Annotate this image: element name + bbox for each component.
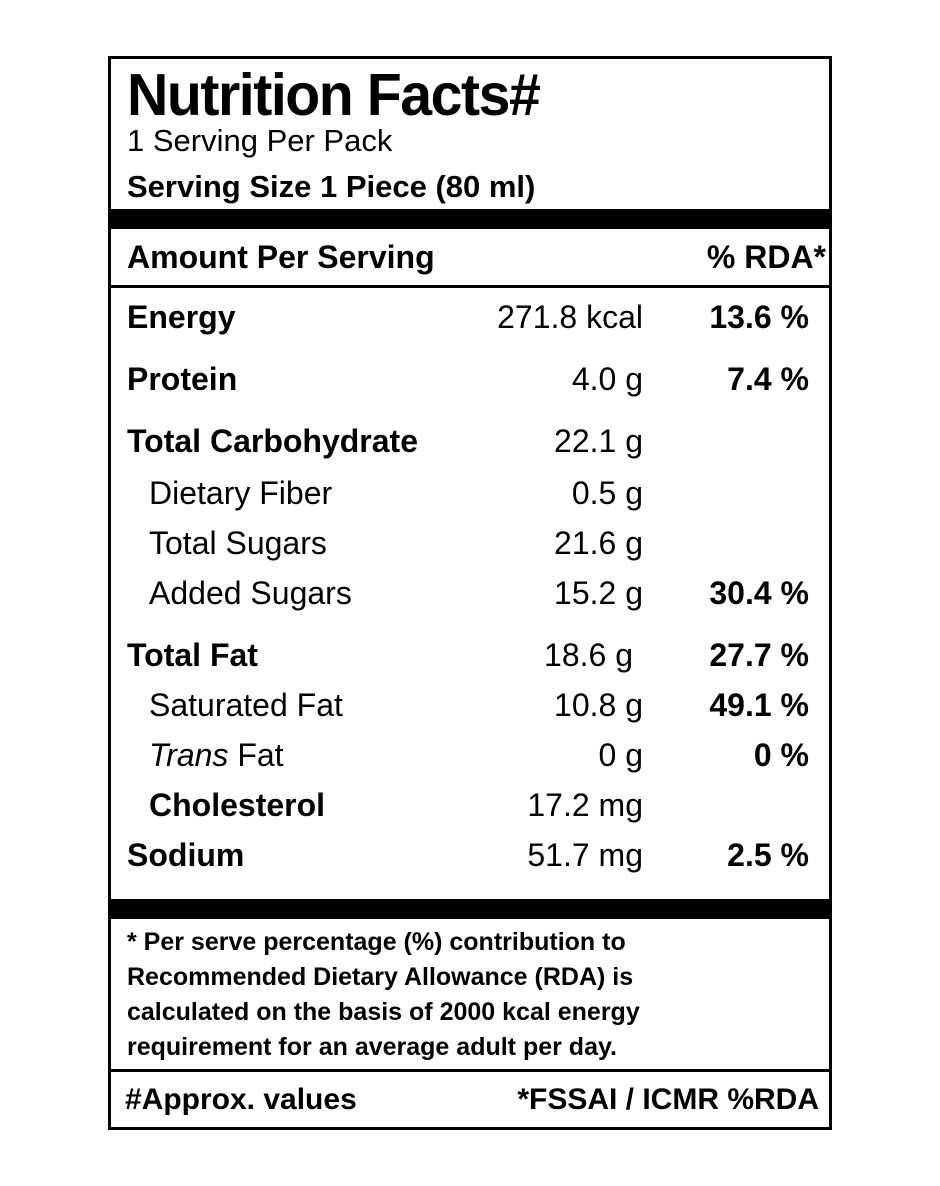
nutrient-amount: 51.7 mg xyxy=(527,837,643,873)
nutrient-amount: 21.6 g xyxy=(554,525,643,561)
approx-values-note: #Approx. values xyxy=(125,1083,357,1116)
nutrient-name: Energy xyxy=(127,299,236,335)
footnote-line: * Per serve percentage (%) contribution … xyxy=(127,928,626,956)
nutrient-amount: 17.2 mg xyxy=(527,787,643,823)
nutrient-rda: 30.4 % xyxy=(709,575,809,611)
nutrient-amount: 10.8 g xyxy=(554,687,643,723)
rda-source-note: *FSSAI / ICMR %RDA xyxy=(517,1083,819,1116)
nutrient-rda: 13.6 % xyxy=(709,299,809,335)
nutrient-amount: 22.1 g xyxy=(554,423,643,459)
nutrient-row-total-carbohydrate: Total Carbohydrate 22.1 g xyxy=(111,423,829,467)
nutrient-row-total-fat: Total Fat 18.6 g 27.7 % xyxy=(111,637,829,681)
nutrient-rda: 27.7 % xyxy=(709,637,809,673)
nutrient-amount: 18.6 g xyxy=(544,637,633,673)
trans-fat-rest: Fat xyxy=(228,737,284,773)
nutrient-name: Saturated Fat xyxy=(149,687,343,723)
nutrient-row-sodium: Sodium 51.7 mg 2.5 % xyxy=(111,837,829,881)
thick-divider-top xyxy=(111,209,829,229)
nutrient-rda: 2.5 % xyxy=(727,837,809,873)
nutrient-name: Total Carbohydrate xyxy=(127,423,418,459)
amount-per-serving-heading: Amount Per Serving xyxy=(127,239,435,275)
nutrient-row-saturated-fat: Saturated Fat 10.8 g 49.1 % xyxy=(111,687,829,731)
nutrient-amount: 15.2 g xyxy=(554,575,643,611)
trans-italic: Trans xyxy=(149,737,229,773)
rda-heading: % RDA* xyxy=(706,239,826,275)
nutrient-amount: 4.0 g xyxy=(571,361,643,397)
nutrient-amount: 0.5 g xyxy=(571,475,643,511)
nutrient-row-cholesterol: Cholesterol 17.2 mg xyxy=(111,787,829,831)
rda-footnote: * Per serve percentage (%) contribution … xyxy=(127,925,640,1065)
nutrient-rda: 7.4 % xyxy=(727,361,809,397)
nutrient-name: Cholesterol xyxy=(149,787,326,823)
nutrient-name: Total Sugars xyxy=(149,525,327,561)
nutrient-rda: 0 % xyxy=(753,737,809,773)
nutrient-name: Dietary Fiber xyxy=(149,475,333,511)
nutrient-row-energy: Energy 271.8 kcal 13.6 % xyxy=(111,299,829,343)
servings-per-pack: 1 Serving Per Pack xyxy=(127,123,393,158)
thick-divider-bottom xyxy=(111,899,829,919)
footer-divider xyxy=(111,1069,829,1072)
nutrition-facts-label: Nutrition Facts# 1 Serving Per Pack Serv… xyxy=(108,56,832,1130)
nutrient-name: Sodium xyxy=(127,837,245,873)
nutrient-row-added-sugars: Added Sugars 15.2 g 30.4 % xyxy=(111,575,829,619)
footnote-line: Recommended Dietary Allowance (RDA) is xyxy=(127,963,634,991)
nutrient-amount: 0 g xyxy=(598,737,643,773)
thin-divider xyxy=(111,285,829,288)
nutrient-row-dietary-fiber: Dietary Fiber 0.5 g xyxy=(111,475,829,519)
nutrient-row-protein: Protein 4.0 g 7.4 % xyxy=(111,361,829,405)
nutrient-rda: 49.1 % xyxy=(709,687,809,723)
nutrient-amount: 271.8 kcal xyxy=(497,299,643,335)
nutrient-name: Added Sugars xyxy=(149,575,352,611)
nutrient-row-trans-fat: Trans Fat 0 g 0 % xyxy=(111,737,829,781)
serving-size: Serving Size 1 Piece (80 ml) xyxy=(127,169,536,204)
footnote-line: requirement for an average adult per day… xyxy=(127,1033,617,1061)
nutrient-name: Trans Fat xyxy=(149,737,284,774)
nutrient-row-total-sugars: Total Sugars 21.6 g xyxy=(111,525,829,569)
label-title: Nutrition Facts# xyxy=(127,62,541,128)
footnote-line: calculated on the basis of 2000 kcal ene… xyxy=(127,998,640,1026)
nutrient-name: Total Fat xyxy=(127,637,258,673)
nutrient-name: Protein xyxy=(127,361,238,397)
